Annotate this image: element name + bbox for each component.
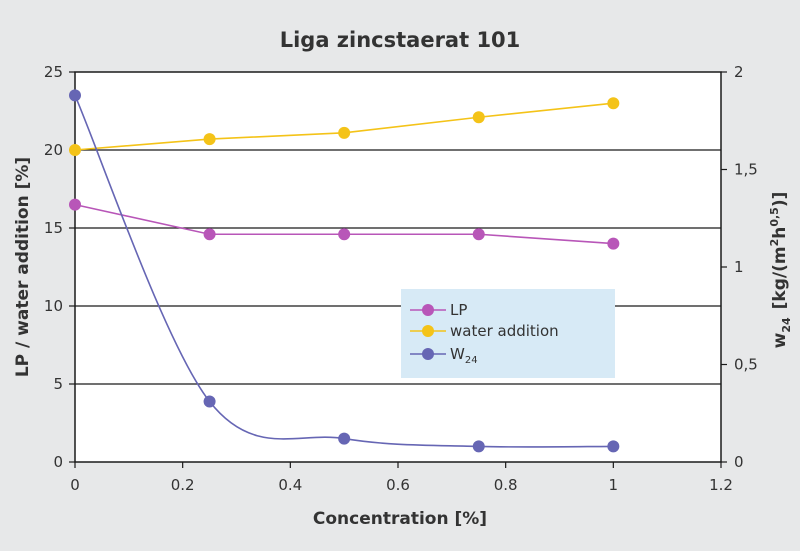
- y2-axis-label: w24 [kg/(m2h0,5)]: [768, 192, 793, 349]
- y-tick-label-2: 10: [44, 297, 63, 315]
- y-tick-label-0: 0: [53, 453, 63, 471]
- y2-label-after: [kg/(m: [770, 246, 790, 309]
- data-point-lp-4: [607, 237, 620, 250]
- y2-tick-label-3: 1,5: [734, 161, 758, 179]
- y-axis-label: LP / water addition [%]: [13, 157, 33, 377]
- y2-label-sub: 24: [780, 317, 793, 333]
- y2-tick-label-2: 1: [734, 258, 744, 276]
- x-tick-label-1: 0.2: [171, 476, 195, 494]
- y-tick-label-1: 5: [53, 375, 63, 393]
- data-point-water-addition-0: [69, 144, 81, 156]
- y2-label-main: w: [770, 332, 790, 348]
- x-tick-label-4: 0.8: [494, 476, 518, 494]
- data-point-w24-4: [607, 440, 620, 453]
- y2-tick-labels: 0 0,5 1 1,5 2: [721, 63, 758, 471]
- data-point-w24-0: [69, 89, 81, 102]
- legend-box: [401, 289, 615, 378]
- y2-tick-label-1: 0,5: [734, 356, 758, 374]
- series-group: [69, 89, 620, 453]
- legend-marker-lp: [422, 304, 434, 316]
- legend-label-w24: W24: [450, 345, 478, 366]
- legend-label-water: water addition: [450, 322, 559, 340]
- y-tick-label-4: 20: [44, 141, 63, 159]
- data-point-lp-3: [472, 228, 485, 241]
- legend-marker-water: [422, 325, 434, 337]
- data-point-water-addition-3: [472, 111, 485, 124]
- y-tick-label-5: 25: [44, 63, 63, 81]
- legend-label-lp: LP: [450, 301, 467, 319]
- data-point-w24-2: [338, 432, 351, 445]
- y-tick-labels: 0 5 10 15 20 25: [44, 63, 75, 471]
- x-tick-label-5: 1: [609, 476, 619, 494]
- y2-label-mid: h: [770, 227, 790, 239]
- legend-marker-w24: [422, 348, 434, 360]
- y-tick-label-3: 15: [44, 219, 63, 237]
- y2-tick-label-4: 2: [734, 63, 744, 81]
- y2-label-sup1: 2: [768, 239, 781, 247]
- legend: LP water addition W24: [401, 289, 615, 378]
- data-point-water-addition-4: [607, 97, 620, 110]
- x-tick-labels: 0 0.2 0.4 0.6 0.8 1 1.2: [70, 462, 733, 494]
- chart-title: Liga zincstaerat 101: [280, 28, 521, 52]
- y2-tick-label-0: 0: [734, 453, 744, 471]
- x-tick-label-3: 0.6: [386, 476, 410, 494]
- x-tick-label-0: 0: [70, 476, 80, 494]
- y2-label-end: )]: [770, 192, 790, 208]
- x-axis-label: Concentration [%]: [313, 509, 487, 529]
- data-point-water-addition-2: [338, 126, 351, 139]
- data-point-lp-1: [203, 228, 216, 241]
- x-tick-label-2: 0.4: [278, 476, 302, 494]
- y2-label-sup2: 0,5: [768, 207, 781, 227]
- data-point-lp-0: [69, 198, 81, 211]
- data-point-w24-1: [203, 395, 216, 408]
- data-point-lp-2: [338, 228, 351, 241]
- x-tick-label-6: 1.2: [709, 476, 733, 494]
- series-line-w24: [74, 95, 614, 448]
- data-point-w24-3: [472, 440, 485, 453]
- data-point-water-addition-1: [203, 133, 216, 146]
- plot-area: [75, 72, 721, 462]
